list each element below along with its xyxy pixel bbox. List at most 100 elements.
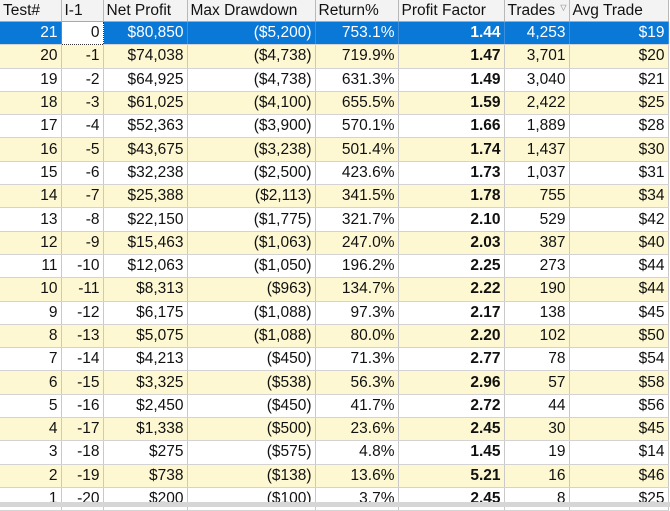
cell-max-drawdown[interactable]: ($5,200) <box>187 21 316 46</box>
cell-net-profit[interactable]: $4,213 <box>103 347 188 372</box>
cell-max-drawdown[interactable]: ($138) <box>187 464 316 488</box>
cell-net-profit[interactable]: $80,850 <box>103 21 188 46</box>
cell-avg-trade[interactable]: $21 <box>569 68 669 92</box>
cell-profit-factor[interactable]: 2.45 <box>398 417 505 442</box>
cell-return-pct[interactable]: 56.3% <box>315 370 399 395</box>
cell-i1[interactable]: -15 <box>61 370 104 395</box>
cell-return-pct[interactable]: 753.1% <box>315 21 399 46</box>
cell-max-drawdown[interactable]: ($1,088) <box>187 324 316 349</box>
cell-trades[interactable]: 1,037 <box>504 161 570 186</box>
cell-net-profit[interactable]: $52,363 <box>103 114 188 139</box>
cell-test[interactable]: 3 <box>0 440 62 465</box>
cell-i1[interactable]: -14 <box>61 347 104 372</box>
cell-test[interactable]: 16 <box>0 137 62 162</box>
cell-i1[interactable]: -11 <box>61 277 104 302</box>
cell-avg-trade[interactable]: $40 <box>569 231 669 255</box>
cell-avg-trade[interactable]: $19 <box>569 21 669 46</box>
cell-test[interactable]: 9 <box>0 301 62 325</box>
cell-test[interactable]: 5 <box>0 394 62 419</box>
cell-return-pct[interactable]: 501.4% <box>315 137 399 162</box>
cell-i1[interactable]: -18 <box>61 440 104 465</box>
cell-test[interactable]: 4 <box>0 417 62 442</box>
table-row[interactable]: 12 -9 $15,463 ($1,063) 247.0% 2.03 387 $40 <box>0 231 669 255</box>
cell-max-drawdown[interactable]: ($1,775) <box>187 207 316 232</box>
cell-i1[interactable]: -9 <box>61 231 104 255</box>
column-header-i1[interactable]: I-1 <box>61 0 104 22</box>
horizontal-scrollbar[interactable] <box>0 502 670 507</box>
column-header-trades[interactable]: Trades ▽ <box>504 0 570 22</box>
cell-test[interactable]: 20 <box>0 44 62 69</box>
cell-net-profit[interactable]: $738 <box>103 464 188 488</box>
cell-max-drawdown[interactable]: ($4,738) <box>187 68 316 92</box>
cell-return-pct[interactable]: 4.8% <box>315 440 399 465</box>
cell-return-pct[interactable]: 719.9% <box>315 44 399 69</box>
cell-i1[interactable]: -20 <box>61 487 104 511</box>
cell-profit-factor[interactable]: 1.74 <box>398 137 505 162</box>
cell-avg-trade[interactable]: $45 <box>569 301 669 325</box>
cell-return-pct[interactable]: 23.6% <box>315 417 399 442</box>
cell-test[interactable]: 21 <box>0 21 62 46</box>
cell-i1[interactable]: -17 <box>61 417 104 442</box>
cell-return-pct[interactable]: 80.0% <box>315 324 399 349</box>
cell-test[interactable]: 10 <box>0 277 62 302</box>
cell-max-drawdown[interactable]: ($1,063) <box>187 231 316 255</box>
cell-max-drawdown[interactable]: ($1,088) <box>187 301 316 325</box>
cell-test[interactable]: 2 <box>0 464 62 488</box>
cell-net-profit[interactable]: $3,325 <box>103 370 188 395</box>
cell-i1[interactable]: -2 <box>61 68 104 92</box>
table-row[interactable]: 1 -20 $200 ($100) 3.7% 2.45 8 $25 <box>0 487 669 511</box>
cell-test[interactable]: 17 <box>0 114 62 139</box>
cell-net-profit[interactable]: $5,075 <box>103 324 188 349</box>
cell-profit-factor[interactable]: 2.96 <box>398 370 505 395</box>
cell-return-pct[interactable]: 97.3% <box>315 301 399 325</box>
cell-i1[interactable]: -4 <box>61 114 104 139</box>
table-row[interactable]: 20 -1 $74,038 ($4,738) 719.9% 1.47 3,701 $20 <box>0 44 669 69</box>
cell-profit-factor[interactable]: 2.03 <box>398 231 505 255</box>
table-row[interactable]: 21 0 $80,850 ($5,200) 753.1% 1.44 4,253 $19 <box>0 20 669 46</box>
cell-net-profit[interactable]: $1,338 <box>103 417 188 442</box>
cell-avg-trade[interactable]: $44 <box>569 277 669 302</box>
cell-avg-trade[interactable]: $30 <box>569 137 669 162</box>
column-header-test[interactable]: Test# <box>0 0 62 22</box>
cell-return-pct[interactable]: 3.7% <box>315 487 399 511</box>
cell-profit-factor[interactable]: 2.10 <box>398 207 505 232</box>
cell-return-pct[interactable]: 341.5% <box>315 184 399 209</box>
table-row[interactable]: 2 -19 $738 ($138) 13.6% 5.21 16 $46 <box>0 464 669 488</box>
cell-profit-factor[interactable]: 1.49 <box>398 68 505 92</box>
cell-avg-trade[interactable]: $34 <box>569 184 669 209</box>
cell-i1[interactable]: -12 <box>61 301 104 325</box>
cell-profit-factor[interactable]: 1.66 <box>398 114 505 139</box>
cell-trades[interactable]: 3,701 <box>504 44 570 69</box>
table-row[interactable]: 13 -8 $22,150 ($1,775) 321.7% 2.10 529 $42 <box>0 207 669 232</box>
column-header-net-profit[interactable]: Net Profit <box>103 0 188 22</box>
cell-trades[interactable]: 529 <box>504 207 570 232</box>
cell-profit-factor[interactable]: 1.78 <box>398 184 505 209</box>
cell-trades[interactable]: 78 <box>504 347 570 372</box>
column-header-max-drawdown[interactable]: Max Drawdown <box>187 0 316 22</box>
cell-i1[interactable]: -5 <box>61 137 104 162</box>
cell-trades[interactable]: 4,253 <box>504 21 570 46</box>
cell-avg-trade[interactable]: $44 <box>569 254 669 279</box>
cell-net-profit[interactable]: $6,175 <box>103 301 188 325</box>
cell-avg-trade[interactable]: $14 <box>569 440 669 465</box>
cell-trades[interactable]: 2,422 <box>504 91 570 116</box>
cell-trades[interactable]: 1,437 <box>504 137 570 162</box>
cell-i1[interactable]: -6 <box>61 161 104 186</box>
cell-max-drawdown[interactable]: ($538) <box>187 370 316 395</box>
cell-max-drawdown[interactable]: ($500) <box>187 417 316 442</box>
cell-return-pct[interactable]: 134.7% <box>315 277 399 302</box>
cell-trades[interactable]: 44 <box>504 394 570 419</box>
cell-net-profit[interactable]: $15,463 <box>103 231 188 255</box>
table-row[interactable]: 10 -11 $8,313 ($963) 134.7% 2.22 190 $44 <box>0 277 669 302</box>
table-row[interactable]: 8 -13 $5,075 ($1,088) 80.0% 2.20 102 $50 <box>0 324 669 349</box>
cell-max-drawdown[interactable]: ($100) <box>187 487 316 511</box>
cell-max-drawdown[interactable]: ($3,900) <box>187 114 316 139</box>
cell-test[interactable]: 18 <box>0 91 62 116</box>
table-row[interactable]: 15 -6 $32,238 ($2,500) 423.6% 1.73 1,037 $31 <box>0 161 669 186</box>
cell-test[interactable]: 14 <box>0 184 62 209</box>
cell-net-profit[interactable]: $200 <box>103 487 188 511</box>
cell-i1[interactable]: -19 <box>61 464 104 488</box>
cell-i1[interactable]: -3 <box>61 91 104 116</box>
cell-trades[interactable]: 57 <box>504 370 570 395</box>
column-header-profit-factor[interactable]: Profit Factor <box>398 0 505 22</box>
